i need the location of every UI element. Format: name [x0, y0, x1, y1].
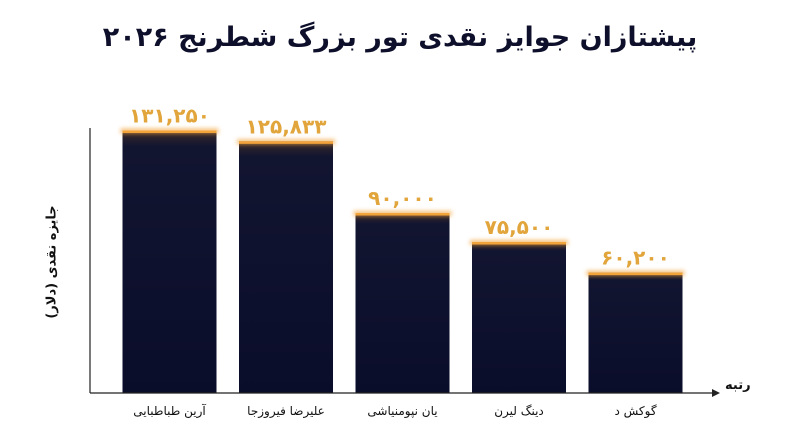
bar-top-edge — [355, 213, 450, 216]
bar-value-label: ۷۵,۵۰۰ — [485, 215, 554, 239]
bar-top-edge — [122, 130, 217, 133]
bar — [472, 242, 566, 393]
bar-value-label: ۱۲۵,۸۳۳ — [246, 114, 327, 138]
bar-top-edge — [472, 242, 566, 245]
category-label: گوکش د — [614, 404, 656, 419]
bar-value-label: ۶۰,۲۰۰ — [601, 246, 670, 270]
category-label: یان نپومنیاشی — [367, 404, 437, 419]
bar-top-edge — [588, 272, 683, 276]
bar — [588, 272, 683, 393]
bar-top-edge — [239, 141, 333, 144]
bar — [239, 141, 333, 393]
bar — [355, 213, 450, 393]
bar-value-label: ۱۳۱,۲۵۰ — [129, 104, 210, 128]
category-label: آرین طباطبایی — [133, 403, 206, 419]
x-axis-label: رتبه — [725, 378, 751, 393]
bar-value-label: ۹۰,۰۰۰ — [368, 186, 437, 210]
x-axis-arrow — [712, 389, 720, 397]
category-label: دینگ لیرن — [494, 404, 544, 419]
bar — [122, 130, 217, 393]
category-label: علیرضا فیروزجا — [247, 404, 325, 419]
chart-title: پیشتازان جوایز نقدی تور بزرگ شطرنج ۲۰۲۶ — [102, 22, 698, 53]
